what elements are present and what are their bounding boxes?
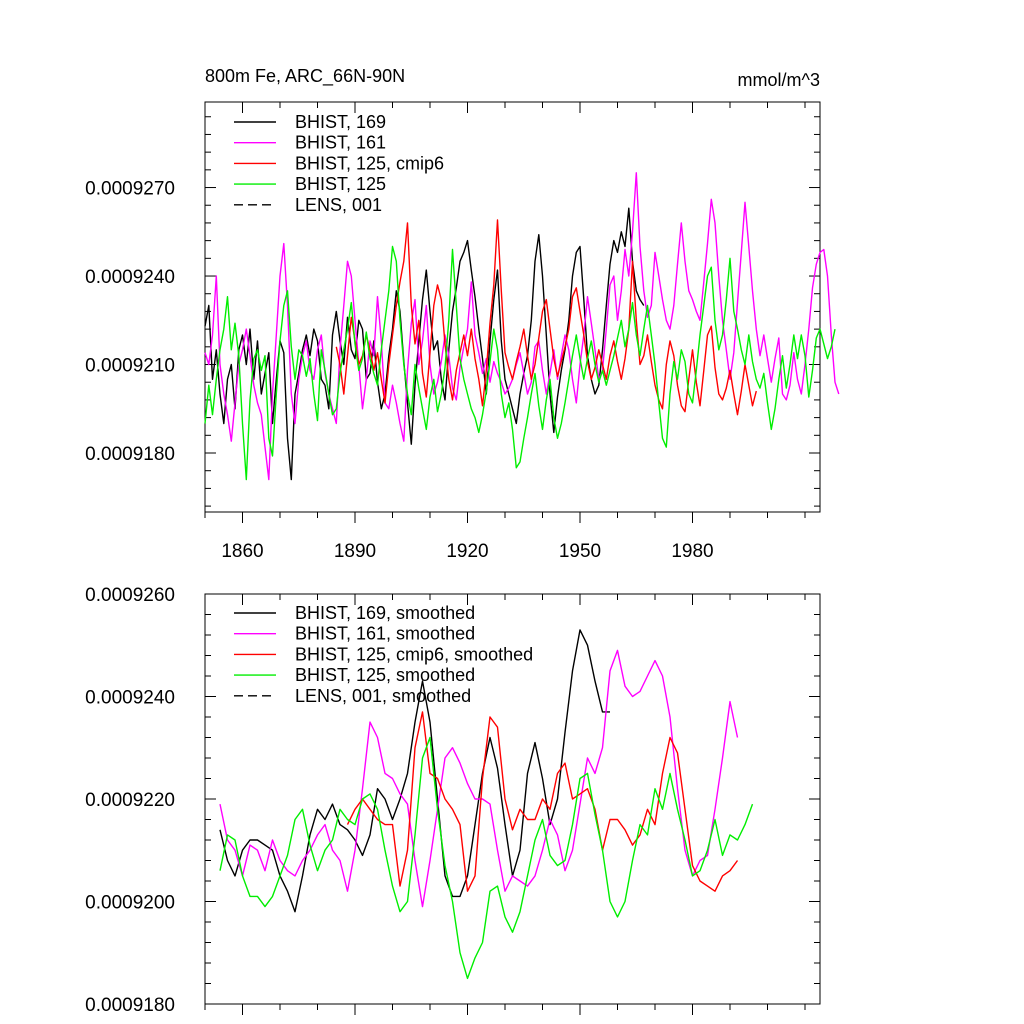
series-line-3 bbox=[335, 219, 757, 416]
y-tick-label: 0.0009270 bbox=[85, 179, 175, 200]
legend-label: BHIST, 125, cmip6, smoothed bbox=[295, 644, 533, 664]
series-line-2 bbox=[219, 649, 739, 908]
plot-title: 800m Fe, ARC_66N-90N bbox=[205, 66, 405, 87]
y-tick-label: 0.0009180 bbox=[85, 995, 175, 1016]
series-line-3 bbox=[346, 711, 739, 892]
legend-label: BHIST, 161, smoothed bbox=[295, 624, 475, 644]
series-line-4 bbox=[204, 245, 836, 481]
bottom-panel: 0.0009180 0.0009200 0.0009220 0.0009240 0.00… bbox=[85, 585, 821, 1016]
legend-label: LENS, 001 bbox=[295, 195, 382, 215]
series-line-4 bbox=[219, 736, 754, 980]
series-line-2 bbox=[204, 172, 840, 481]
y-tick-label: 0.0009180 bbox=[85, 444, 175, 465]
legend-label: BHIST, 169, smoothed bbox=[295, 603, 475, 623]
plot-frame bbox=[204, 101, 821, 513]
legend-label: BHIST, 161 bbox=[295, 133, 386, 153]
x-tick-label: 1890 bbox=[334, 541, 376, 562]
top-panel: 800m Fe, ARC_66N-90N mmol/m^3 0.0009180 0.0… bbox=[85, 66, 840, 562]
y-tick-label: 0.0009220 bbox=[85, 790, 175, 811]
y-tick-label: 0.0009210 bbox=[85, 356, 175, 377]
legend-label: BHIST, 125 bbox=[295, 174, 386, 194]
y-tick-label: 0.0009260 bbox=[85, 585, 175, 606]
legend-label: BHIST, 125, cmip6 bbox=[295, 153, 444, 173]
legend-label: BHIST, 169 bbox=[295, 112, 386, 132]
y-tick-label: 0.0009240 bbox=[85, 688, 175, 709]
y-tick-label: 0.0009200 bbox=[85, 893, 175, 914]
plot-units: mmol/m^3 bbox=[738, 70, 820, 90]
x-tick-label: 1980 bbox=[671, 541, 713, 562]
x-tick-label: 1920 bbox=[446, 541, 488, 562]
series-line-1 bbox=[219, 629, 610, 913]
y-tick-label: 0.0009240 bbox=[85, 267, 175, 288]
x-tick-label: 1950 bbox=[559, 541, 601, 562]
x-tick-label: 1860 bbox=[221, 541, 263, 562]
legend-label: LENS, 001, smoothed bbox=[295, 686, 471, 706]
legend-label: BHIST, 125, smoothed bbox=[295, 665, 475, 685]
